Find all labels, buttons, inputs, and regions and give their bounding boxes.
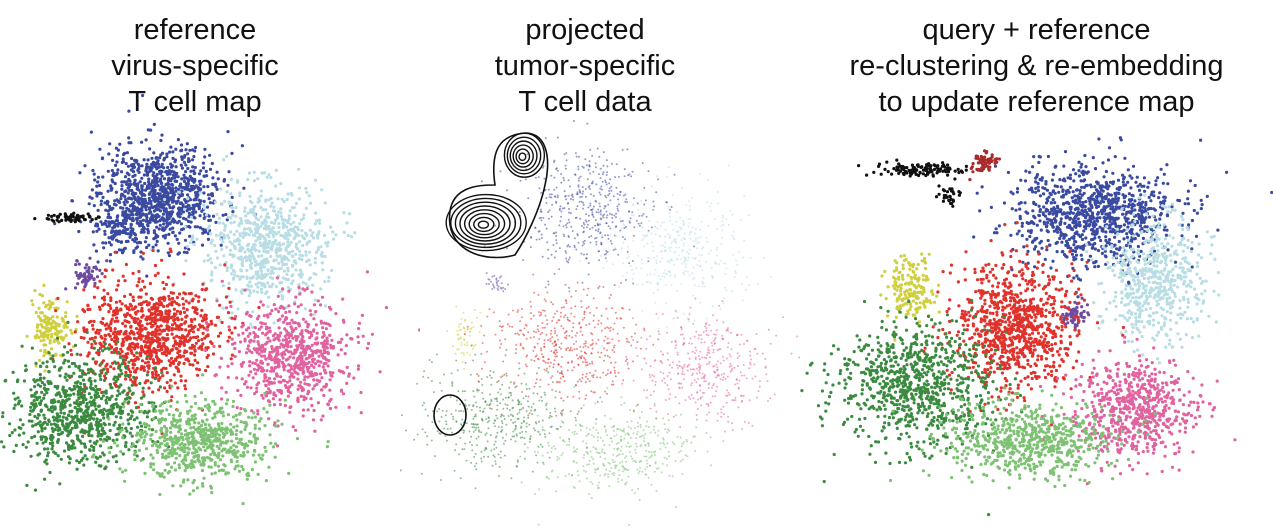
title-line-1: reference bbox=[133, 14, 257, 46]
title-line-1: projected bbox=[525, 14, 645, 46]
panel-title: query + reference re-clustering & re-emb… bbox=[800, 12, 1273, 120]
umap-scatter-updated bbox=[800, 136, 1273, 517]
panel-updated-map: query + reference re-clustering & re-emb… bbox=[800, 0, 1273, 528]
darkred-cluster bbox=[968, 149, 1001, 182]
lightgreen-cluster bbox=[519, 386, 744, 526]
purple-cluster bbox=[64, 256, 109, 291]
panel-projected-data: projected tumor-specific T cell data bbox=[400, 0, 800, 528]
red-cluster bbox=[51, 247, 261, 436]
title-line-1: query + reference bbox=[922, 14, 1151, 46]
lightblue-cluster bbox=[149, 154, 357, 335]
lightgreen-cluster bbox=[888, 386, 1157, 490]
title-line-2: virus-specific bbox=[111, 50, 279, 82]
title-line-2: tumor-specific bbox=[494, 50, 676, 82]
title-line-3: T cell map bbox=[128, 86, 262, 118]
blue-cluster bbox=[480, 120, 695, 289]
umap-scatter-reference bbox=[0, 93, 420, 506]
panel-reference-map: reference virus-specific T cell map bbox=[0, 0, 420, 528]
blue-cluster bbox=[53, 93, 258, 278]
red-cluster bbox=[922, 221, 1125, 427]
black-cluster bbox=[33, 211, 101, 224]
yellow-cluster bbox=[879, 252, 941, 342]
purple-cluster bbox=[485, 272, 509, 293]
yellow-cluster bbox=[446, 305, 482, 393]
darkgreen-cluster bbox=[400, 344, 605, 490]
pink-cluster bbox=[1038, 335, 1237, 486]
lightblue-cluster bbox=[579, 164, 773, 348]
blue-cluster bbox=[972, 136, 1273, 299]
density-contours bbox=[433, 132, 549, 436]
title-line-3: T cell data bbox=[518, 86, 652, 118]
panel-title: projected tumor-specific T cell data bbox=[400, 12, 770, 120]
umap-scatter-projected bbox=[400, 120, 800, 526]
darkgreen-cluster bbox=[0, 320, 174, 492]
pink-cluster bbox=[607, 297, 800, 433]
yellow-cluster bbox=[25, 283, 79, 373]
pink-cluster bbox=[203, 270, 420, 448]
black-cluster bbox=[857, 158, 980, 208]
panel-title: reference virus-specific T cell map bbox=[0, 12, 400, 120]
title-line-2: re-clustering & re-embedding bbox=[849, 50, 1224, 82]
darkgreen-cluster bbox=[800, 298, 1024, 517]
red-cluster bbox=[463, 268, 664, 417]
lightgreen-cluster bbox=[90, 373, 330, 506]
title-line-3: to update reference map bbox=[878, 86, 1195, 118]
lightblue-cluster bbox=[1085, 193, 1221, 365]
